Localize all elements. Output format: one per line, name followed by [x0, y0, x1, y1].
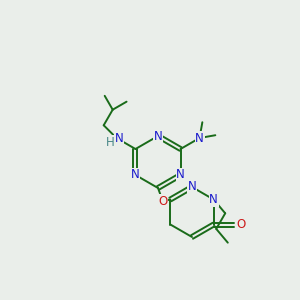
- Text: N: N: [154, 130, 162, 142]
- Text: N: N: [131, 169, 140, 182]
- Text: H: H: [106, 136, 115, 148]
- Text: O: O: [158, 195, 167, 208]
- Text: N: N: [115, 131, 124, 145]
- Text: N: N: [176, 169, 185, 182]
- Text: N: N: [209, 193, 218, 206]
- Text: N: N: [195, 131, 204, 145]
- Text: N: N: [188, 181, 196, 194]
- Text: O: O: [236, 218, 245, 231]
